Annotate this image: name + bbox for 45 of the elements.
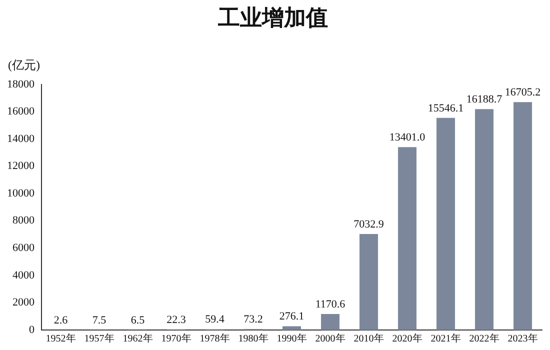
- data-label: 59.4: [205, 314, 225, 326]
- x-tick-label: 1957年: [84, 332, 114, 345]
- bar: [360, 234, 378, 330]
- bar: [514, 102, 532, 330]
- x-tick-label: 2021年: [430, 332, 461, 345]
- data-label: 276.1: [279, 310, 304, 323]
- data-label: 7.5: [92, 314, 107, 326]
- bar: [475, 109, 494, 330]
- x-tick-label: 1970年: [161, 332, 192, 345]
- x-tick-label: 2020年: [392, 332, 422, 345]
- y-tick-label: 16000: [7, 106, 35, 118]
- bar: [282, 326, 301, 330]
- data-label: 15546.1: [428, 102, 464, 114]
- x-tick-label: 1962年: [122, 332, 153, 345]
- data-label: 1170.6: [315, 298, 346, 310]
- y-tick-label: 10000: [7, 187, 35, 200]
- data-label: 73.2: [244, 313, 263, 326]
- data-label: 16705.2: [504, 86, 541, 98]
- bar: [398, 147, 416, 330]
- y-tick-label: 0: [29, 324, 35, 336]
- chart-title: 工业增加值: [217, 4, 328, 30]
- y-axis-title: (亿元): [8, 58, 40, 72]
- y-tick-label: 12000: [7, 160, 35, 172]
- data-label: 6.5: [130, 314, 146, 326]
- y-tick-label: 2000: [12, 296, 35, 309]
- data-label: 22.3: [166, 314, 186, 326]
- x-tick-label: 1978年: [200, 332, 230, 345]
- x-tick-label: 2023年: [508, 332, 538, 345]
- y-tick-label: 6000: [12, 242, 35, 254]
- bar: [436, 118, 455, 330]
- x-tick-label: 2010年: [354, 332, 384, 345]
- bar: [321, 314, 340, 330]
- y-tick-label: 8000: [12, 214, 35, 227]
- x-tick-label: 1980年: [238, 332, 268, 345]
- data-label: 2.6: [54, 314, 68, 326]
- x-tick-label: 2022年: [469, 332, 500, 345]
- y-tick-label: 4000: [12, 269, 35, 282]
- y-tick-label: 18000: [7, 78, 35, 90]
- data-label: 13401.0: [389, 132, 426, 144]
- x-tick-label: 1952年: [46, 332, 76, 345]
- data-label: 16188.7: [466, 94, 503, 106]
- x-tick-label: 1990年: [276, 332, 307, 345]
- x-tick-label: 2000年: [315, 332, 346, 345]
- data-label: 7032.9: [354, 218, 384, 230]
- y-tick-label: 14000: [7, 132, 35, 145]
